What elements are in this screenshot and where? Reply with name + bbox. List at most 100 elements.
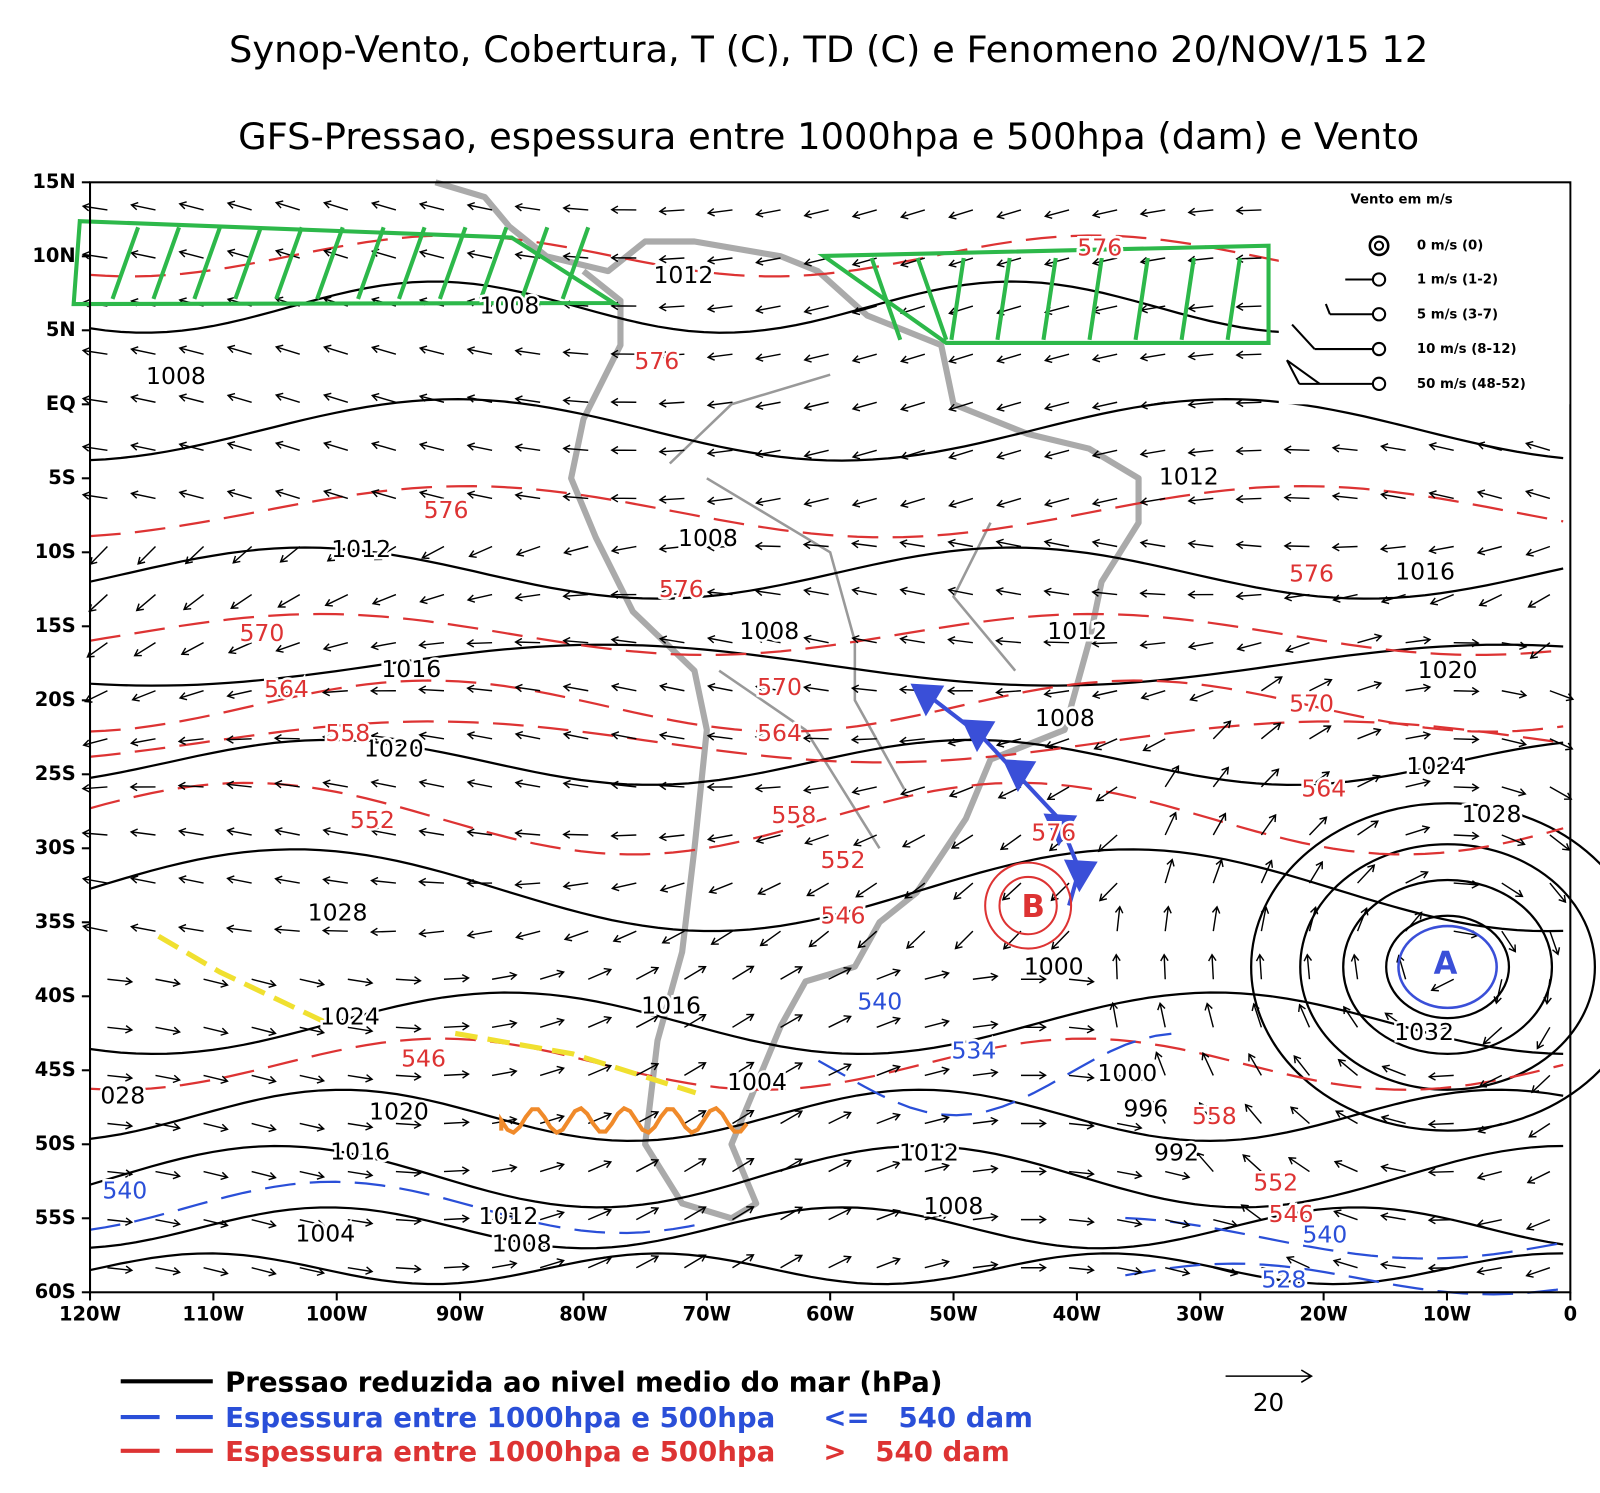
wind-arrow — [802, 540, 829, 550]
wind-arrow — [370, 489, 397, 500]
wind-arrow — [1235, 446, 1262, 456]
barb-symbols — [1286, 272, 1387, 392]
wind-arrow — [203, 1170, 229, 1181]
wind-arrow — [1290, 1106, 1310, 1125]
lon-label: 50W — [929, 1302, 977, 1325]
itcz-hatch — [519, 226, 550, 300]
wind-arrow — [203, 1122, 229, 1133]
wind-arrow — [1187, 590, 1214, 599]
isobar-label: 1012 — [899, 1139, 959, 1167]
wind-arrow — [321, 687, 348, 697]
wind-arrow — [225, 735, 252, 744]
wind-arrow — [274, 875, 300, 885]
thickness-label: 564 — [264, 675, 309, 703]
wind-arrow — [514, 730, 541, 740]
wind-arrow — [1157, 1001, 1166, 1028]
wind-arrow — [1525, 545, 1551, 557]
wind-arrow — [828, 967, 852, 980]
wind-arrow — [370, 732, 396, 741]
isobar-label: 1032 — [1394, 1018, 1454, 1046]
wind-arrow — [755, 683, 781, 692]
wind-arrow — [1165, 1267, 1191, 1277]
wind-arrow — [610, 731, 637, 740]
front-pip — [1063, 859, 1098, 893]
wind-arrow — [1255, 953, 1265, 980]
wind-arrow — [466, 442, 493, 452]
itcz-hatch — [478, 226, 509, 300]
wind-arrow — [1453, 686, 1480, 696]
isobar — [89, 643, 1564, 687]
wind-arrow — [706, 834, 733, 843]
wind-arrow — [1068, 1121, 1095, 1130]
wind-arrow — [1212, 766, 1230, 788]
wind-arrow — [780, 1158, 804, 1173]
wind-arrow — [587, 1160, 613, 1173]
wind-arrow — [706, 352, 733, 361]
wind-arrow — [1332, 593, 1358, 603]
scale-label: 20 — [1253, 1388, 1284, 1417]
wind-arrow — [1529, 642, 1551, 659]
wind-arrow — [274, 779, 300, 789]
wind-arrow — [610, 636, 637, 645]
isobar-label: 1020 — [369, 1098, 429, 1126]
wind-legend: Vento em m/s 0 m/s (0) 1 m/s (1-2) 5 m/s… — [1278, 184, 1570, 405]
wind-arrow — [225, 780, 252, 790]
wind-arrow — [1235, 302, 1262, 312]
wind-arrow — [1528, 1122, 1551, 1138]
isobar-label: 1008 — [678, 524, 738, 552]
wind-arrow — [803, 449, 829, 459]
front-pip — [1002, 759, 1037, 793]
wind-arrow — [924, 1018, 950, 1029]
wind-arrow — [1044, 738, 1070, 750]
wind-arrow — [466, 346, 493, 355]
wind-arrow — [658, 635, 685, 644]
wind-arrow — [1527, 593, 1551, 608]
wind-arrow — [1260, 859, 1274, 884]
wind-arrow — [1043, 637, 1070, 647]
wind-arrow — [1428, 490, 1454, 500]
wind-arrow — [203, 1267, 229, 1277]
wind-arrow — [370, 392, 397, 403]
wind-arrow — [1286, 1206, 1310, 1221]
wind-arrow — [610, 253, 637, 263]
isobar — [89, 848, 1564, 933]
wind-arrow — [177, 827, 204, 837]
wind-arrow — [184, 545, 205, 565]
wind-arrow — [419, 593, 445, 605]
lon-label: 20W — [1299, 1302, 1347, 1325]
lon-label: 10W — [1423, 1302, 1471, 1325]
wind-arrow — [514, 637, 541, 647]
wind-arrow — [706, 304, 733, 313]
wind-arrow — [851, 449, 877, 460]
wind-arrow — [658, 832, 685, 842]
wind-arrow — [850, 735, 877, 744]
wind-arrow — [81, 202, 108, 212]
lat-label: 45S — [35, 1058, 76, 1081]
wind-arrow — [950, 834, 974, 849]
wind-arrow — [226, 827, 252, 836]
wind-arrow — [1287, 1157, 1310, 1173]
lat-label: 30S — [35, 836, 76, 859]
wind-arrow — [1117, 1122, 1143, 1132]
wind-arrow — [226, 200, 252, 211]
wind-arrow — [421, 545, 445, 560]
itcz-hatch — [151, 226, 181, 300]
wind-arrow — [610, 831, 637, 841]
wind-arrow — [225, 924, 252, 934]
wind-arrow — [1380, 1212, 1406, 1221]
isobar-label: 1008 — [924, 1192, 984, 1220]
wind-arrow — [226, 875, 252, 884]
wind-arrow — [954, 930, 974, 950]
wind-arrow — [1187, 303, 1214, 313]
lat-label: 25S — [35, 762, 76, 785]
wind-arrow — [178, 201, 204, 211]
lat-label: 50S — [35, 1132, 76, 1155]
wind-arrow — [1163, 905, 1172, 932]
wind-arrow — [1536, 1026, 1551, 1050]
wind-arrow — [299, 1074, 326, 1084]
lon-label: 80W — [559, 1302, 607, 1325]
itcz-hatch — [397, 226, 427, 300]
wind-arrow — [855, 882, 878, 898]
wind-arrow — [1477, 1122, 1503, 1134]
thickness-red — [89, 679, 1564, 733]
